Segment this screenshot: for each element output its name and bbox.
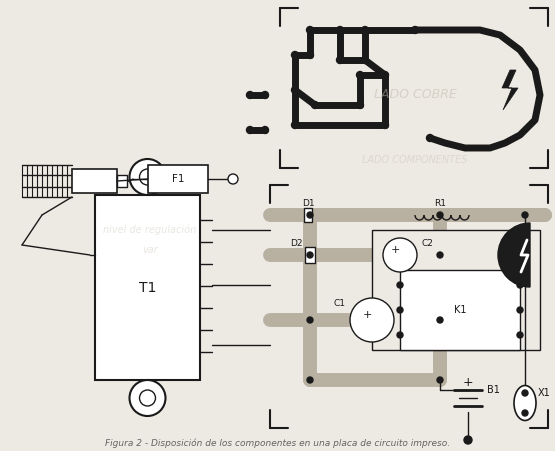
Circle shape <box>356 101 364 109</box>
Circle shape <box>228 174 238 184</box>
Circle shape <box>411 27 418 33</box>
Circle shape <box>383 238 417 272</box>
Bar <box>400 270 520 350</box>
Circle shape <box>246 92 254 98</box>
Circle shape <box>261 126 269 133</box>
Bar <box>148 165 208 193</box>
Circle shape <box>336 27 344 33</box>
Circle shape <box>129 159 165 195</box>
Text: C2: C2 <box>421 239 433 248</box>
Text: +: + <box>390 245 400 255</box>
Text: nivel de regulación: nivel de regulación <box>103 225 196 235</box>
Circle shape <box>261 92 269 98</box>
Circle shape <box>307 377 313 383</box>
Ellipse shape <box>514 386 536 420</box>
Text: D2: D2 <box>290 239 302 248</box>
Text: +: + <box>362 310 372 320</box>
Circle shape <box>361 56 369 64</box>
Wedge shape <box>498 223 530 287</box>
Circle shape <box>437 377 443 383</box>
Circle shape <box>437 317 443 323</box>
Circle shape <box>350 298 394 342</box>
Polygon shape <box>502 70 518 110</box>
Circle shape <box>517 332 523 338</box>
Circle shape <box>291 51 299 59</box>
Circle shape <box>139 390 155 406</box>
Bar <box>305 247 315 263</box>
Circle shape <box>381 72 388 78</box>
Circle shape <box>517 282 523 288</box>
Circle shape <box>464 436 472 444</box>
Text: K1: K1 <box>454 305 466 315</box>
Circle shape <box>522 410 528 416</box>
Circle shape <box>291 87 299 93</box>
Bar <box>117 175 127 187</box>
Text: F1: F1 <box>171 174 184 184</box>
Text: LADO COMPONENTES: LADO COMPONENTES <box>362 155 468 165</box>
Text: R1: R1 <box>434 198 446 207</box>
Bar <box>72 169 117 193</box>
Circle shape <box>311 101 319 109</box>
Bar <box>95 195 200 380</box>
Circle shape <box>397 307 403 313</box>
Text: T1: T1 <box>139 281 156 295</box>
Circle shape <box>356 72 364 78</box>
Circle shape <box>437 212 443 218</box>
Circle shape <box>426 134 433 142</box>
Text: D1: D1 <box>302 198 314 207</box>
Circle shape <box>397 332 403 338</box>
Circle shape <box>381 121 388 129</box>
Circle shape <box>522 212 528 218</box>
Circle shape <box>306 51 314 59</box>
Text: var: var <box>142 245 158 255</box>
Bar <box>304 208 312 222</box>
Circle shape <box>306 27 314 33</box>
Circle shape <box>307 317 313 323</box>
Text: LADO COBRE: LADO COBRE <box>374 88 456 101</box>
Text: C1: C1 <box>333 299 345 308</box>
Circle shape <box>129 380 165 416</box>
Circle shape <box>246 126 254 133</box>
Circle shape <box>336 56 344 64</box>
Circle shape <box>361 27 369 33</box>
Text: X1: X1 <box>538 388 551 398</box>
Bar <box>372 230 540 350</box>
Circle shape <box>139 169 155 185</box>
Circle shape <box>307 252 313 258</box>
Circle shape <box>517 307 523 313</box>
Circle shape <box>437 252 443 258</box>
Circle shape <box>307 212 313 218</box>
Circle shape <box>522 390 528 396</box>
Circle shape <box>397 282 403 288</box>
Text: B1: B1 <box>487 385 500 395</box>
Text: Figura 2 - Disposición de los componentes en una placa de circuito impreso.: Figura 2 - Disposición de los componente… <box>105 438 451 448</box>
Circle shape <box>291 121 299 129</box>
Text: +: + <box>463 376 473 388</box>
